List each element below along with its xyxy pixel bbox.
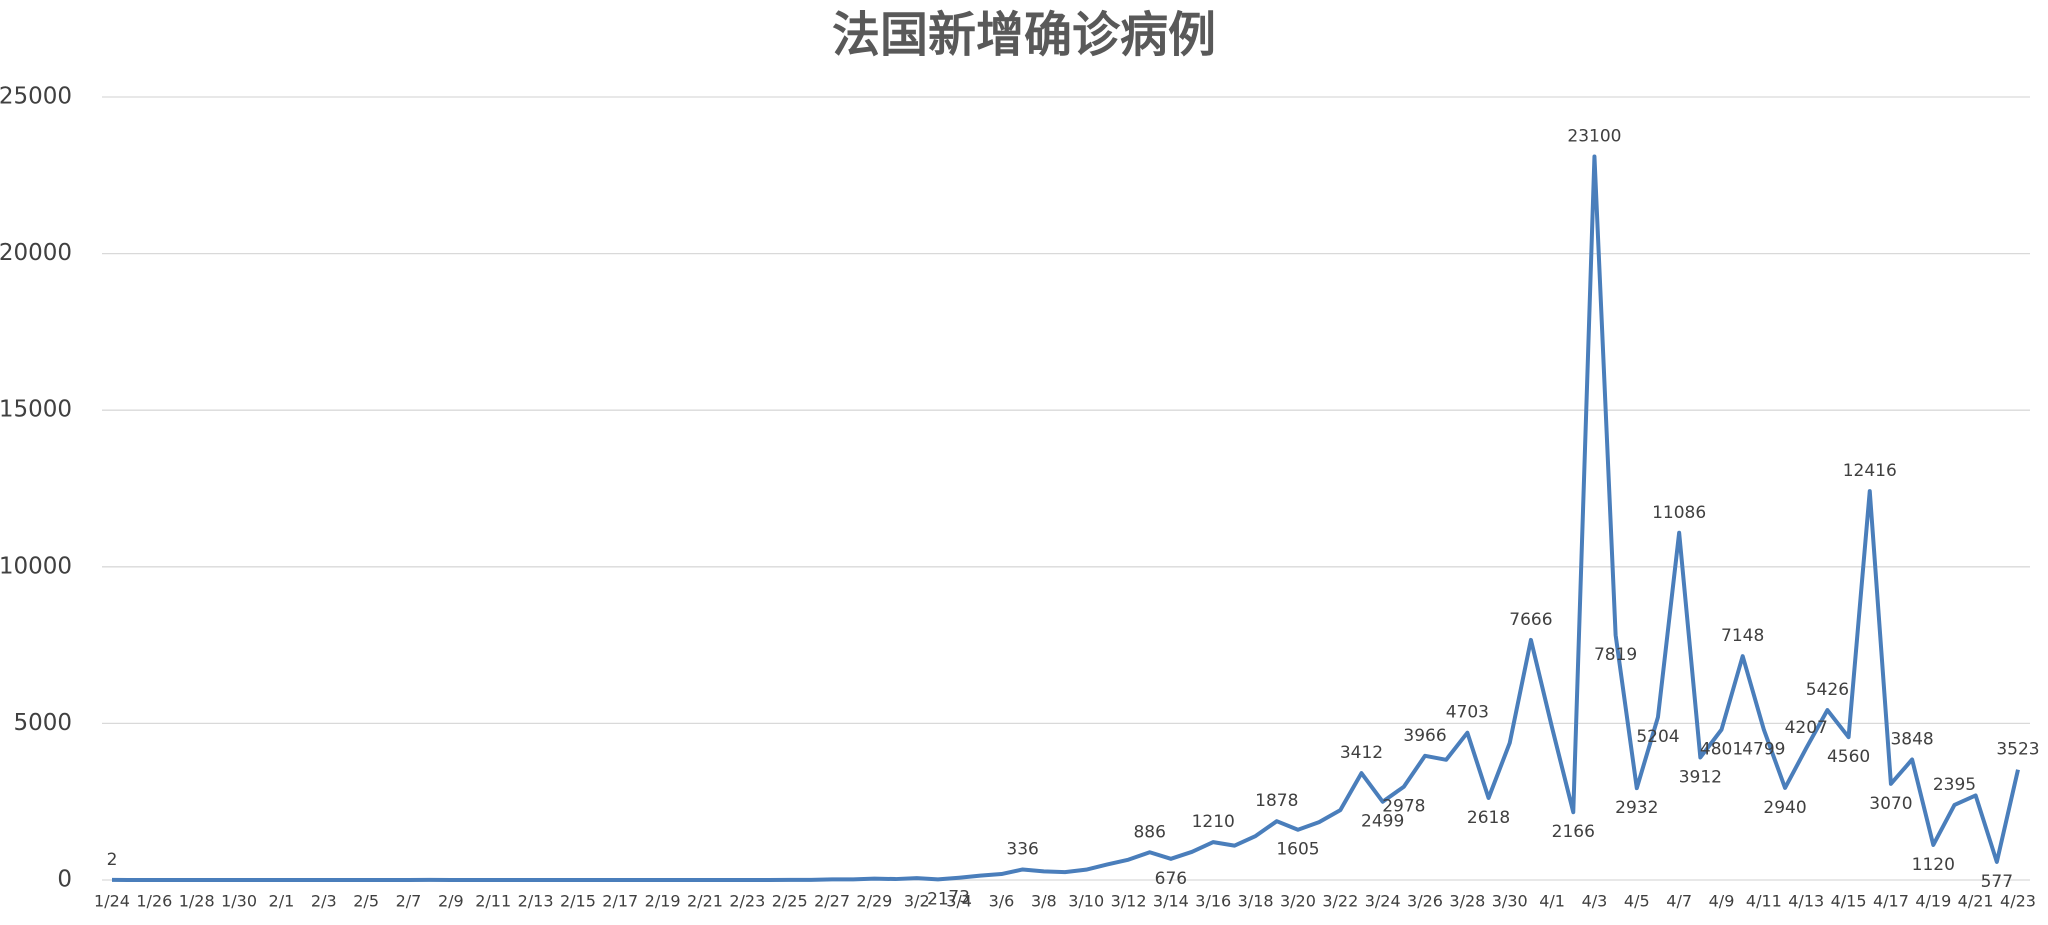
x-tick-label: 4/9 [1709, 892, 1735, 911]
data-line [111, 154, 2020, 882]
y-tick-label: 15000 [0, 397, 72, 423]
data-label: 1120 [1912, 855, 1955, 875]
data-label: 21 [927, 889, 949, 909]
x-tick-label: 2/19 [645, 892, 681, 911]
data-label: 2978 [1382, 797, 1425, 817]
x-tick-label: 4/23 [2000, 892, 2036, 911]
data-label: 12416 [1843, 461, 1897, 481]
x-tick-label: 4/3 [1582, 892, 1608, 911]
x-tick-label: 3/16 [1195, 892, 1231, 911]
x-tick-label: 4/21 [1958, 892, 1994, 911]
y-tick-label: 0 [57, 867, 72, 893]
data-label: 4799 [1742, 740, 1785, 760]
x-tick-label: 2/7 [396, 892, 422, 911]
data-label: 2618 [1467, 808, 1510, 828]
data-label: 2932 [1615, 798, 1658, 818]
x-tick-label: 2/11 [475, 892, 511, 911]
x-tick-label: 2/29 [856, 892, 892, 911]
y-tick-label: 20000 [0, 240, 72, 266]
y-tick-label: 25000 [0, 84, 72, 110]
x-tick-label: 4/11 [1746, 892, 1782, 911]
x-tick-label: 2/1 [269, 892, 295, 911]
data-label: 3523 [1996, 740, 2039, 760]
data-label: 2395 [1933, 775, 1976, 795]
data-label: 7148 [1721, 626, 1764, 646]
y-tick-label: 5000 [13, 710, 72, 736]
x-tick-label: 4/17 [1873, 892, 1909, 911]
data-label: 7666 [1509, 610, 1552, 630]
x-tick-label: 3/24 [1365, 892, 1401, 911]
data-label: 3848 [1890, 729, 1933, 749]
data-label: 7819 [1594, 645, 1637, 665]
x-tick-label: 2/15 [560, 892, 596, 911]
data-label: 4801 [1700, 740, 1743, 760]
data-label: 1878 [1255, 791, 1298, 811]
x-tick-label: 2/13 [518, 892, 554, 911]
x-tick-label: 2/9 [438, 892, 464, 911]
data-label: 2166 [1552, 822, 1595, 842]
data-label: 676 [1155, 869, 1187, 889]
x-tick-label: 2/25 [772, 892, 808, 911]
x-tick-label: 3/4 [946, 892, 972, 911]
data-label: 4207 [1785, 718, 1828, 738]
data-label: 1605 [1276, 840, 1319, 860]
data-label: 3070 [1869, 794, 1912, 814]
x-tick-label: 3/22 [1322, 892, 1358, 911]
data-label: 4560 [1827, 747, 1870, 767]
x-tick-label: 4/5 [1624, 892, 1650, 911]
data-label: 3412 [1340, 743, 1383, 763]
x-tick-label: 4/19 [1915, 892, 1951, 911]
x-tick-label: 3/12 [1111, 892, 1147, 911]
x-tick-label: 3/10 [1068, 892, 1104, 911]
data-label: 73 [948, 888, 970, 908]
x-tick-label: 1/24 [94, 892, 130, 911]
x-tick-label: 4/7 [1666, 892, 1692, 911]
x-tick-label: 3/18 [1238, 892, 1274, 911]
x-tick-label: 1/28 [179, 892, 215, 911]
x-tick-label: 2/17 [602, 892, 638, 911]
x-tick-label: 1/26 [136, 892, 172, 911]
data-label: 3966 [1403, 726, 1446, 746]
x-tick-label: 2/3 [311, 892, 337, 911]
data-label: 5204 [1636, 727, 1679, 747]
x-tick-label: 2/27 [814, 892, 850, 911]
data-label: 4703 [1446, 703, 1489, 723]
x-tick-label: 3/20 [1280, 892, 1316, 911]
data-label: 2499 [1361, 812, 1404, 832]
x-tick-label: 3/6 [989, 892, 1015, 911]
x-tick-label: 2/5 [353, 892, 379, 911]
x-tick-label: 4/1 [1539, 892, 1565, 911]
x-tick-label: 3/30 [1492, 892, 1528, 911]
data-label: 23100 [1567, 127, 1621, 147]
y-tick-label: 10000 [0, 553, 72, 579]
chart-title: 法国新增确诊病例 [832, 7, 1216, 63]
x-tick-label: 3/26 [1407, 892, 1443, 911]
x-tick-label: 2/23 [729, 892, 765, 911]
x-tick-label: 2/21 [687, 892, 723, 911]
x-tick-label: 4/13 [1788, 892, 1824, 911]
x-tick-label: 3/8 [1031, 892, 1057, 911]
x-tick-label: 1/30 [221, 892, 257, 911]
data-label: 336 [1006, 839, 1038, 859]
data-label: 2940 [1763, 798, 1806, 818]
data-label: 886 [1133, 822, 1165, 842]
data-label: 2 [107, 850, 118, 870]
x-tick-label: 4/15 [1831, 892, 1867, 911]
data-label: 11086 [1652, 503, 1706, 523]
x-tick-label: 3/14 [1153, 892, 1189, 911]
data-label: 577 [1981, 872, 2013, 892]
data-label: 5426 [1806, 680, 1849, 700]
data-label: 3912 [1679, 767, 1722, 787]
data-label: 1210 [1192, 812, 1235, 832]
x-tick-label: 3/2 [904, 892, 930, 911]
x-tick-label: 3/28 [1449, 892, 1485, 911]
